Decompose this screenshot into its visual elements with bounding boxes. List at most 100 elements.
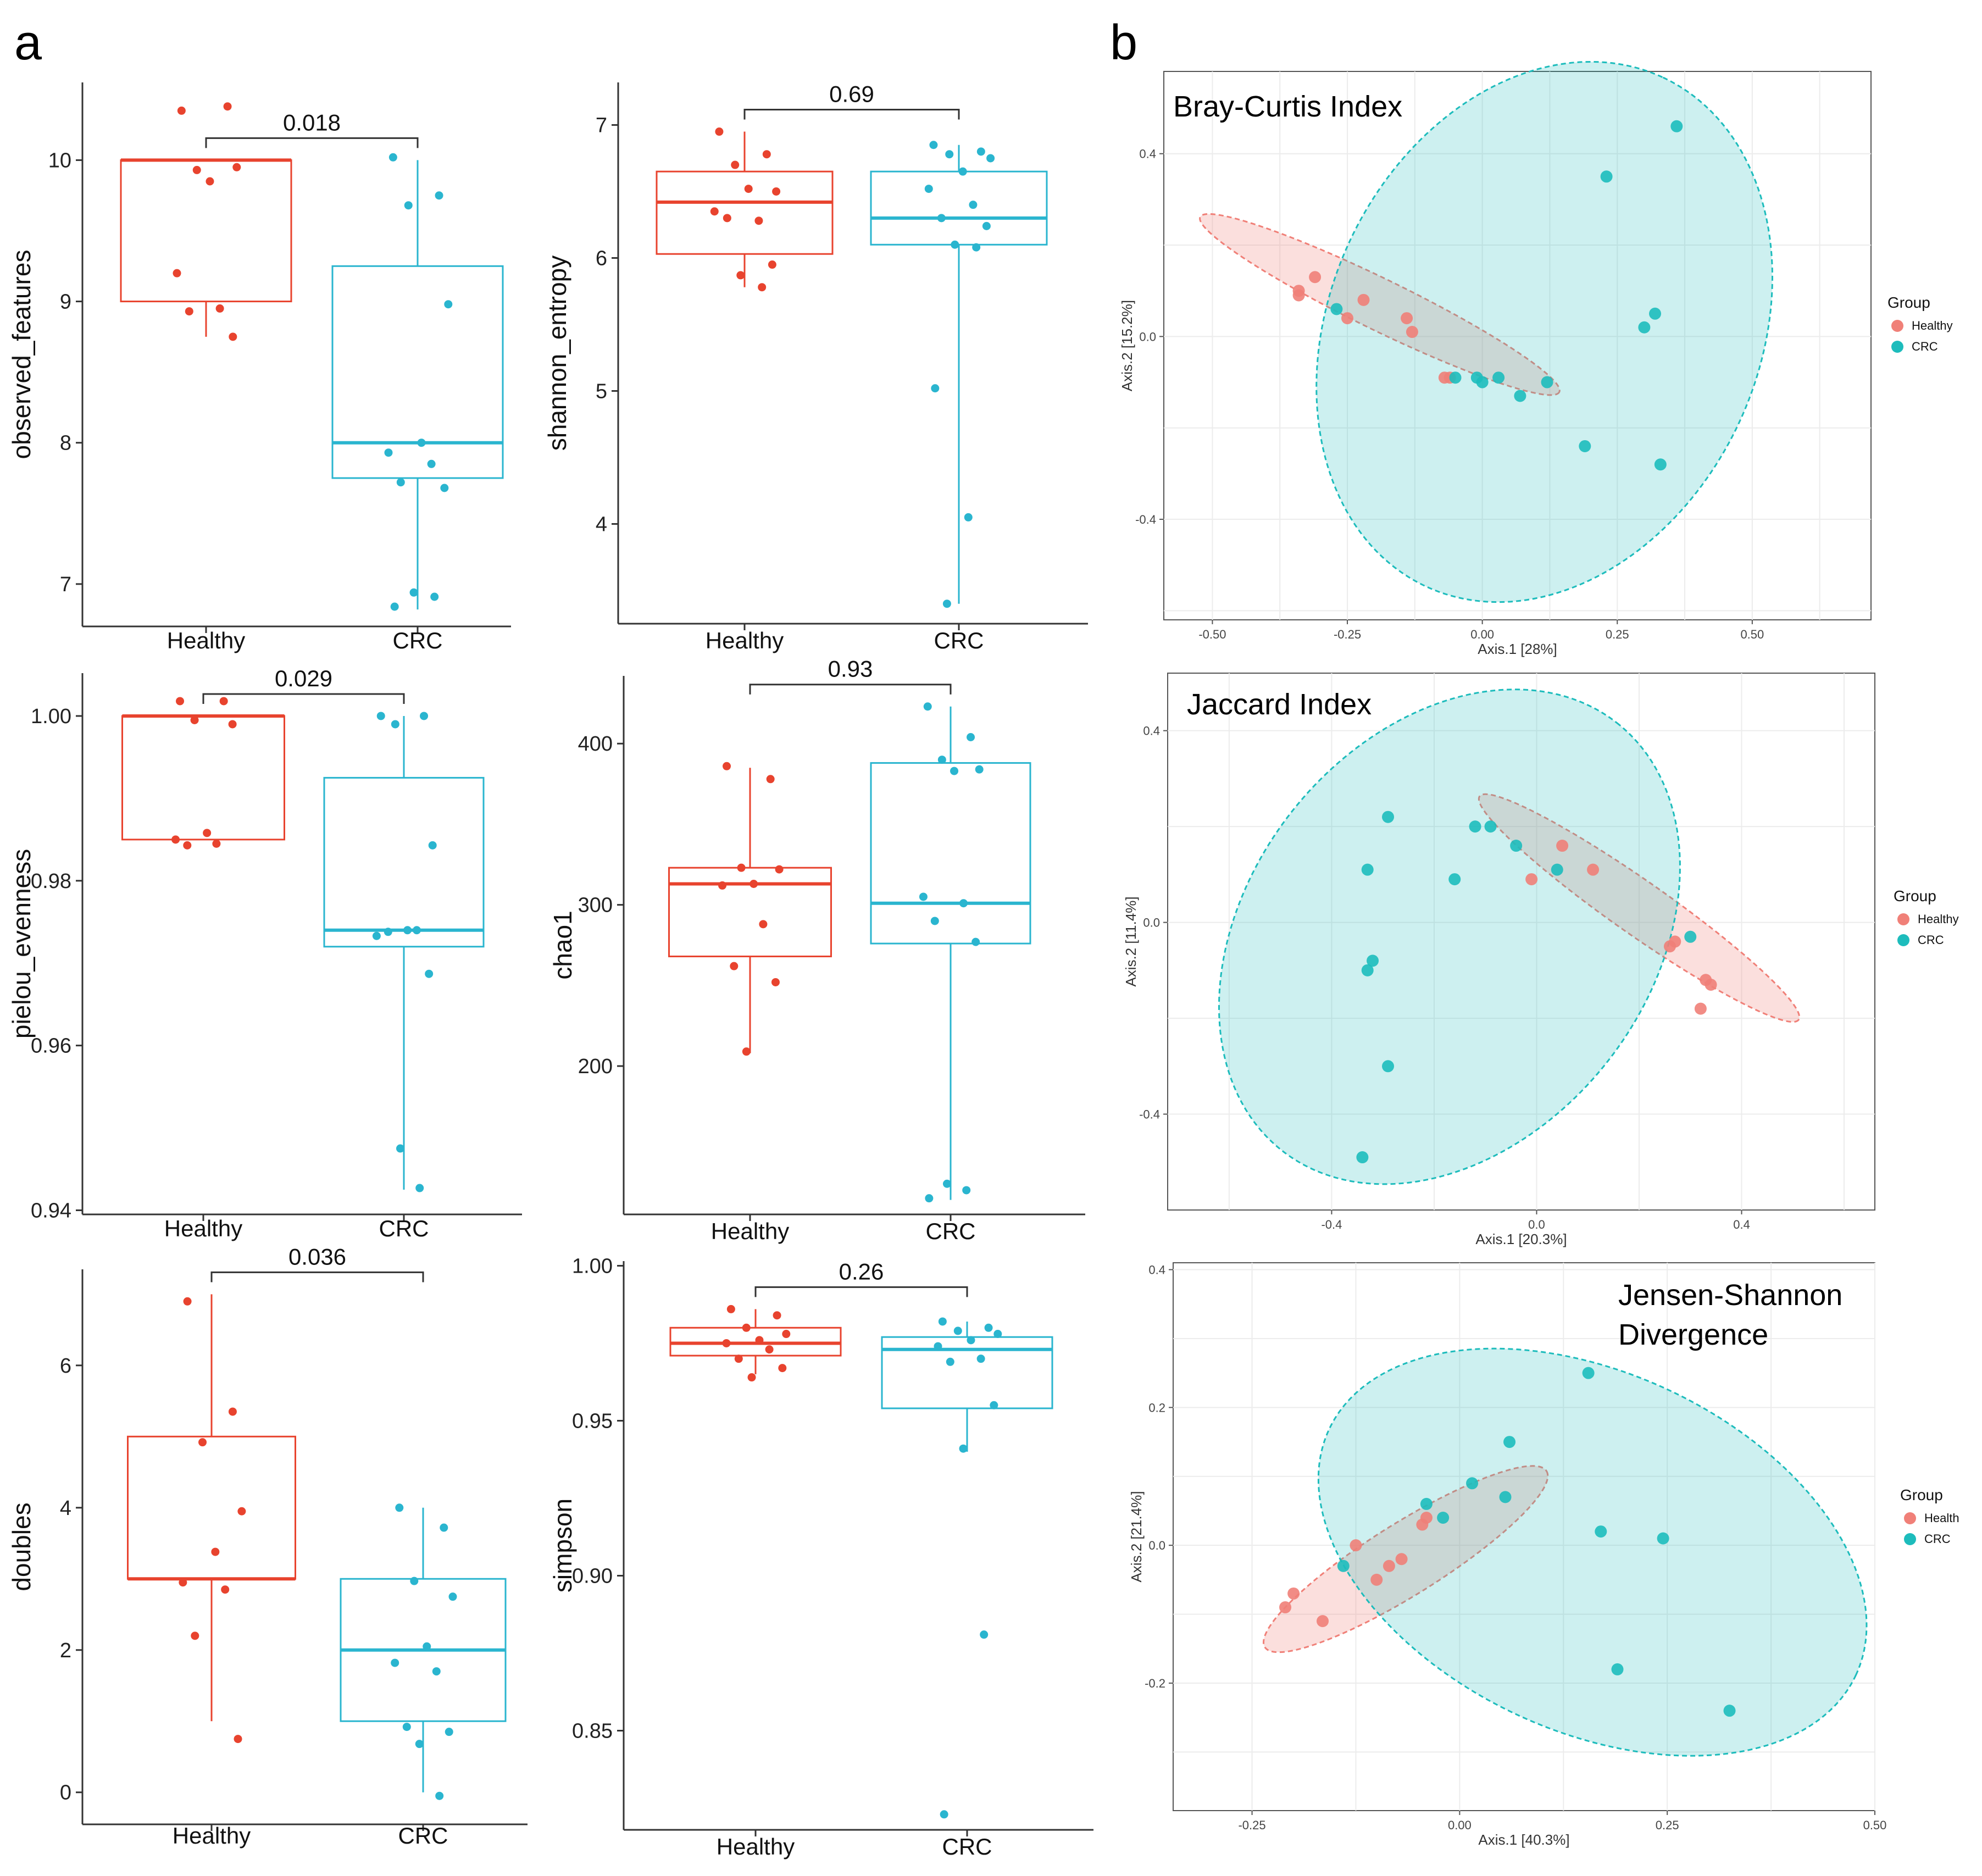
data-point — [415, 1740, 424, 1749]
grid — [1164, 71, 1871, 620]
ellipse-crc — [1317, 1347, 1868, 1757]
data-point — [1357, 293, 1370, 306]
p-value-label: 0.69 — [829, 81, 874, 107]
data-point — [1723, 1705, 1736, 1717]
y-tick-label: 0.4 — [1139, 147, 1156, 161]
y-tick-label: 0 — [60, 1781, 71, 1805]
y-tick-label: 300 — [578, 894, 613, 917]
data-point — [1600, 170, 1613, 183]
data-point — [430, 592, 439, 601]
data-point — [768, 260, 776, 269]
data-point — [417, 439, 426, 447]
panel-label-a: a — [14, 15, 42, 70]
data-point — [211, 1547, 220, 1556]
data-point — [183, 841, 192, 850]
x-tick-label: Healthy — [717, 1834, 795, 1860]
data-point — [736, 271, 745, 280]
ellipse-healthy — [1199, 213, 1561, 396]
data-point — [931, 384, 940, 393]
x-tick-label: 0.25 — [1606, 628, 1629, 641]
legend-swatch — [1891, 320, 1903, 332]
series-crc — [1356, 811, 1697, 1164]
y-axis-label: Axis.2 [15.2%] — [1119, 300, 1135, 391]
box-iqr — [120, 159, 292, 303]
y-tick-label: -0.4 — [1139, 1108, 1160, 1122]
data-point — [723, 214, 731, 223]
data-point — [173, 269, 181, 277]
data-point — [747, 1373, 756, 1382]
data-point — [1420, 1497, 1433, 1510]
data-point — [1395, 1553, 1408, 1566]
y-tick-label: 1.00 — [31, 705, 71, 728]
data-point — [183, 1297, 192, 1306]
box-crc — [881, 1317, 1053, 1819]
box-healthy — [121, 697, 285, 850]
plot-title: Jaccard Index — [1187, 688, 1372, 721]
data-point — [1367, 954, 1379, 967]
data-point — [782, 1330, 791, 1339]
y-tick-label: 7 — [60, 573, 71, 596]
data-point — [759, 920, 768, 929]
data-point — [1484, 820, 1497, 833]
data-point — [403, 926, 412, 935]
significance-bracket — [210, 1271, 424, 1283]
data-point — [951, 240, 959, 249]
data-point — [1361, 863, 1374, 876]
p-value-label: 0.018 — [283, 109, 341, 135]
data-point — [959, 1444, 968, 1453]
box-iqr — [656, 170, 834, 255]
box-iqr — [331, 265, 504, 479]
data-point — [1638, 321, 1651, 334]
data-point — [1514, 390, 1526, 402]
data-point — [718, 881, 727, 890]
data-point — [1541, 376, 1553, 388]
significance-bracket — [205, 137, 419, 148]
data-point — [1476, 376, 1489, 388]
significance-bracket — [754, 1286, 968, 1297]
y-tick-label: 4 — [596, 513, 607, 536]
data-point — [232, 163, 241, 171]
data-point — [428, 841, 437, 850]
data-point — [185, 307, 193, 316]
series-healthy — [1525, 840, 1717, 1015]
data-point — [982, 221, 991, 230]
data-point — [1556, 840, 1569, 852]
data-point — [754, 217, 763, 225]
y-tick-label: 400 — [578, 732, 613, 756]
data-point — [219, 697, 228, 706]
legend: Group Healthy CRC — [1894, 887, 1959, 947]
x-tick-label: 0.50 — [1863, 1818, 1887, 1832]
p-value-label: 0.036 — [288, 1244, 346, 1269]
y-tick-label: 10 — [48, 149, 71, 172]
panel-label-b: b — [1110, 15, 1137, 70]
plot-title-line: Divergence — [1618, 1318, 1768, 1351]
x-tick-label: Healthy — [164, 1215, 242, 1241]
legend: Group Healthy CRC — [1887, 294, 1953, 353]
data-point — [444, 300, 453, 309]
data-point — [1279, 1601, 1292, 1614]
data-point — [1337, 1559, 1350, 1572]
y-tick-label: 0.98 — [31, 870, 71, 893]
legend-label: CRC — [1918, 933, 1944, 947]
series-crc — [1337, 1367, 1736, 1717]
x-tick-label: 0.50 — [1740, 628, 1764, 641]
data-point — [1370, 1573, 1383, 1586]
data-point — [234, 1735, 242, 1744]
data-point — [969, 201, 978, 209]
box-healthy — [127, 1294, 296, 1744]
y-tick-label: 0.4 — [1148, 1263, 1165, 1277]
data-point — [772, 187, 781, 196]
data-point — [396, 478, 405, 487]
data-point — [1492, 371, 1505, 384]
data-point — [1292, 289, 1305, 302]
data-point — [710, 207, 719, 216]
data-point — [402, 1723, 411, 1731]
data-point — [953, 1326, 962, 1335]
data-point — [198, 1438, 207, 1447]
data-point — [924, 185, 933, 193]
box-crc — [340, 1503, 507, 1800]
data-point — [1669, 935, 1681, 948]
data-point — [959, 899, 968, 908]
legend-swatch — [1904, 1512, 1916, 1524]
data-point — [950, 767, 959, 775]
